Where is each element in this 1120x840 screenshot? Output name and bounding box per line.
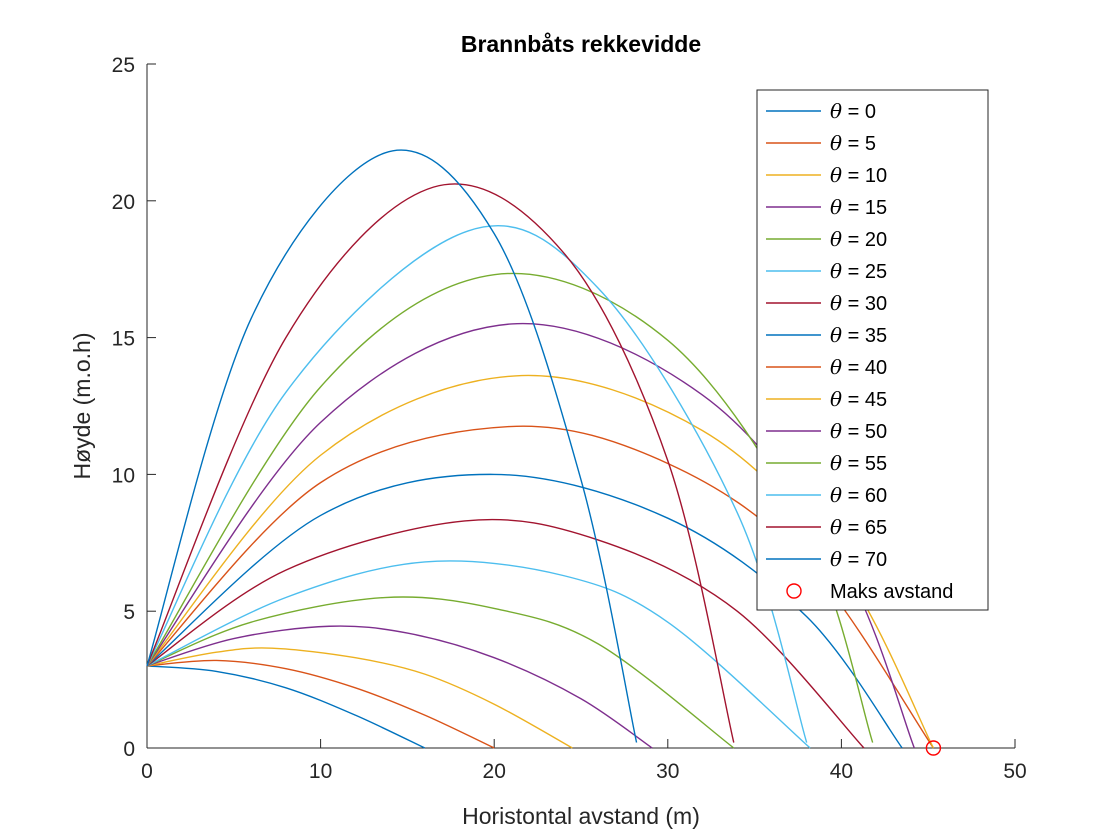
series-line-2 bbox=[146, 647, 573, 749]
x-tick-label: 0 bbox=[141, 760, 153, 783]
x-tick-label: 50 bbox=[1003, 760, 1026, 783]
legend-label: θ = 30 bbox=[830, 291, 887, 315]
x-tick-label: 10 bbox=[309, 760, 332, 783]
legend-label: θ = 25 bbox=[830, 259, 887, 283]
legend: θ = 0 θ = 5 θ = 10 θ = 15 θ = 20 θ = 25 θ = 30… bbox=[756, 89, 989, 611]
max-distance-marker bbox=[925, 740, 942, 756]
legend-label: θ = 60 bbox=[830, 483, 887, 507]
series-line-0 bbox=[146, 665, 426, 749]
legend-marker-swatch bbox=[786, 583, 802, 599]
legend-label: θ = 15 bbox=[830, 195, 887, 219]
series-line-6 bbox=[146, 518, 865, 749]
x-axis-label: Horistontal avstand (m) bbox=[462, 803, 700, 829]
y-tick-label: 0 bbox=[123, 738, 135, 761]
legend-label: θ = 40 bbox=[830, 355, 887, 379]
y-tick-label: 15 bbox=[112, 328, 135, 351]
y-tick-label: 20 bbox=[112, 191, 135, 214]
legend-label: θ = 20 bbox=[830, 227, 887, 251]
y-tick-label: 5 bbox=[123, 601, 135, 624]
y-tick-label: 25 bbox=[112, 54, 135, 77]
series-line-1 bbox=[146, 659, 495, 749]
y-tick-label: 10 bbox=[112, 464, 135, 487]
x-tick-label: 40 bbox=[830, 760, 853, 783]
axes: 0 10 20 30 40 50 0 5 10 15 20 25 bbox=[112, 54, 1027, 783]
x-tick-label: 20 bbox=[483, 760, 506, 783]
series-line-3 bbox=[146, 625, 653, 749]
x-tick-label: 30 bbox=[656, 760, 679, 783]
legend-label: θ = 45 bbox=[830, 387, 887, 411]
legend-label: θ = 55 bbox=[830, 451, 887, 475]
legend-label: θ = 35 bbox=[830, 323, 887, 347]
series-line-14 bbox=[146, 149, 638, 743]
legend-label: θ = 50 bbox=[830, 419, 887, 443]
legend-label: θ = 0 bbox=[830, 99, 876, 123]
legend-label-marker: Maks avstand bbox=[830, 581, 953, 603]
series-line-13 bbox=[146, 183, 735, 743]
legend-label: θ = 5 bbox=[830, 131, 876, 155]
legend-label: θ = 70 bbox=[830, 547, 887, 571]
series-line-12 bbox=[146, 225, 808, 743]
series-line-7 bbox=[146, 473, 903, 749]
legend-label: θ = 10 bbox=[830, 163, 887, 187]
marker-layer bbox=[925, 740, 942, 756]
y-axis-label: Høyde (m.o.h) bbox=[69, 333, 95, 480]
series-line-4 bbox=[146, 596, 735, 749]
series-line-5 bbox=[146, 560, 811, 749]
legend-box bbox=[756, 89, 989, 611]
legend-label: θ = 65 bbox=[830, 515, 887, 539]
chart-title: Brannbåts rekkevidde bbox=[461, 31, 701, 57]
